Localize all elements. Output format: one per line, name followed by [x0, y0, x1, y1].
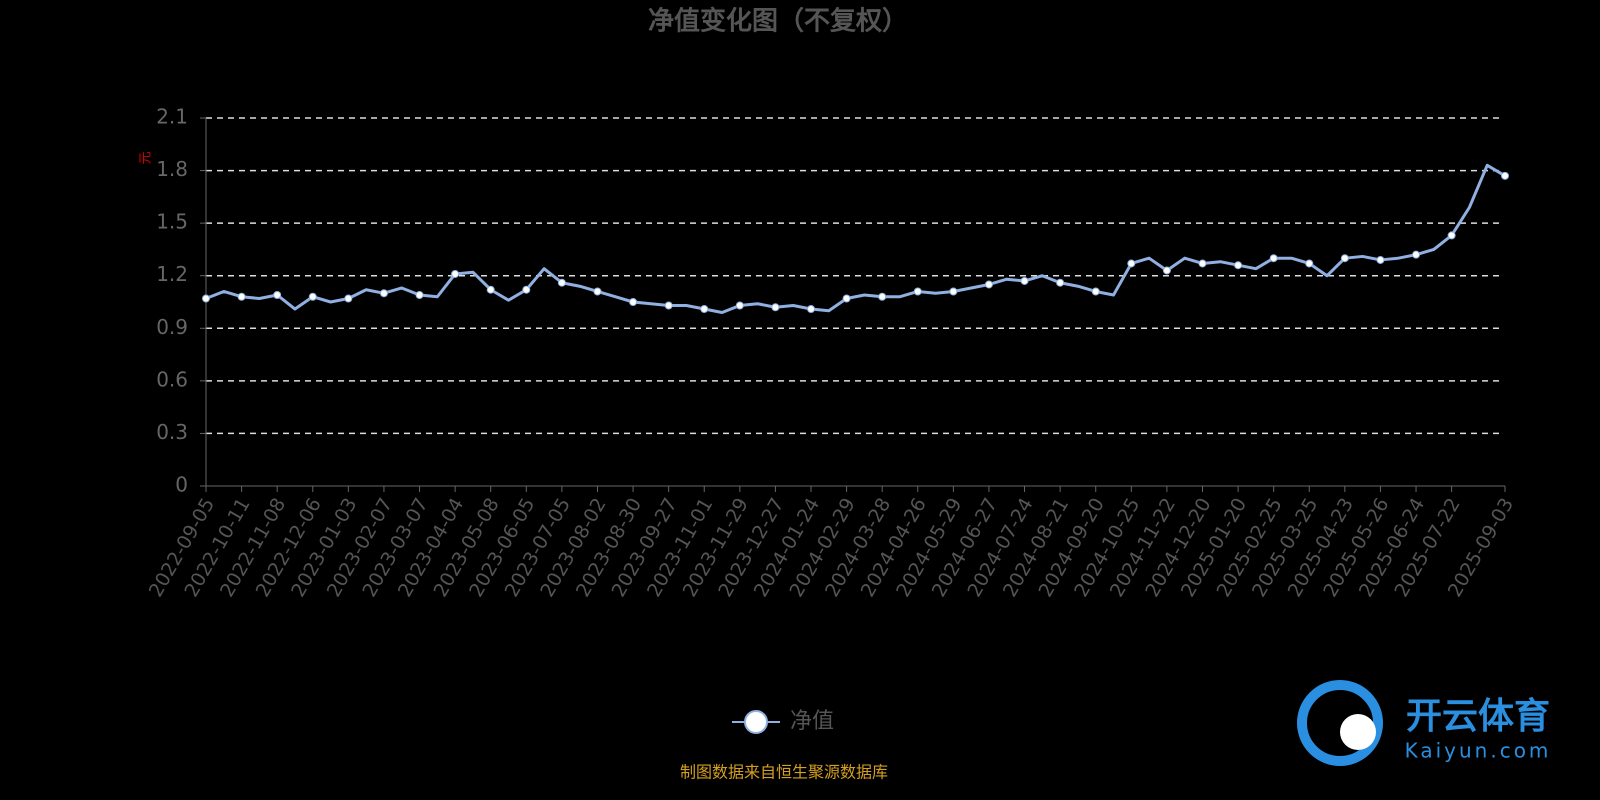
point	[949, 287, 958, 296]
watermark-url: Kaiyun.com	[1405, 739, 1552, 763]
point	[593, 287, 602, 296]
point	[735, 301, 744, 310]
y-tick-label: 0	[175, 473, 188, 497]
point	[1056, 278, 1065, 287]
point	[629, 298, 638, 306]
y-tick-label: 1.5	[156, 210, 188, 234]
point	[1127, 259, 1136, 268]
legend-label: 净值	[790, 709, 834, 734]
point	[1162, 266, 1171, 275]
point	[807, 305, 816, 314]
line	[205, 163, 1506, 315]
point	[1501, 171, 1509, 180]
y-tick-label: 1.2	[156, 262, 188, 286]
point	[1412, 250, 1421, 259]
point	[771, 303, 780, 312]
point	[415, 290, 424, 299]
point	[700, 305, 709, 314]
point	[486, 285, 495, 294]
y-tick-label: 0.6	[156, 367, 188, 391]
point	[913, 287, 922, 296]
point	[1198, 259, 1207, 268]
point	[1020, 276, 1029, 285]
legend-marker	[744, 710, 768, 734]
point	[1376, 255, 1385, 264]
point	[1234, 261, 1243, 270]
point	[984, 280, 993, 289]
point	[1447, 231, 1456, 240]
source-note: 制图数据来自恒生聚源数据库	[680, 763, 888, 782]
point	[344, 294, 353, 303]
point	[878, 292, 887, 301]
y-axis-label: 元	[139, 151, 154, 164]
point	[308, 292, 317, 301]
watermark-ball	[1340, 714, 1376, 750]
y-tick-label: 0.3	[156, 420, 188, 444]
chart-title: 净值变化图（不复权）	[648, 6, 908, 37]
point	[664, 301, 673, 310]
y-tick-label: 2.1	[156, 105, 188, 129]
point	[379, 289, 388, 298]
watermark-brand: 开云体育	[1406, 696, 1550, 737]
watermark: 开云体育 Kaiyun.com	[1297, 680, 1552, 766]
point	[273, 290, 282, 299]
y-tick-label: 0.9	[156, 315, 188, 339]
point	[451, 269, 460, 278]
point	[522, 285, 531, 294]
point	[1305, 259, 1314, 268]
y-tick-label: 1.8	[156, 157, 188, 181]
point	[842, 294, 851, 303]
point	[1269, 254, 1278, 263]
point	[557, 278, 566, 287]
point	[1091, 287, 1100, 296]
watermark-logo	[1297, 680, 1383, 766]
point	[202, 294, 210, 303]
point	[1340, 254, 1349, 263]
point	[237, 292, 246, 301]
